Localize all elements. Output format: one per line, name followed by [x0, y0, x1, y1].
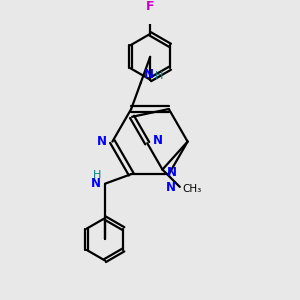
Text: N: N: [144, 68, 154, 81]
Text: N: N: [167, 166, 177, 179]
Text: N: N: [165, 181, 176, 194]
Text: N: N: [97, 135, 106, 148]
Text: N: N: [91, 176, 101, 190]
Text: N: N: [153, 134, 163, 147]
Text: H: H: [93, 169, 101, 179]
Text: F: F: [146, 0, 154, 13]
Text: CH₃: CH₃: [182, 184, 202, 194]
Text: H: H: [154, 71, 163, 81]
